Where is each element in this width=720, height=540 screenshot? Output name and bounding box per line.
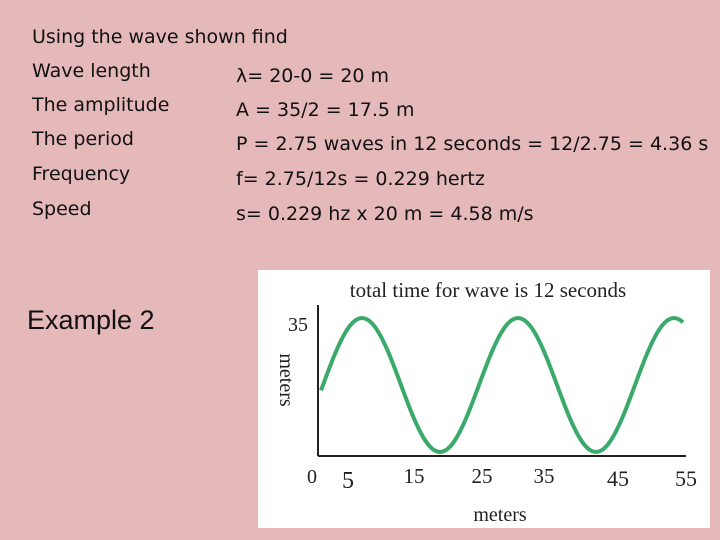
- x-tick-label: 5: [342, 468, 354, 494]
- row-answer: P = 2.75 waves in 12 seconds = 12/2.75 =…: [236, 133, 709, 155]
- row-label: Frequency: [32, 163, 131, 185]
- x-axis-label: meters: [473, 504, 527, 526]
- x-tick-label: 35: [534, 464, 555, 488]
- y-axis-label: meters: [275, 353, 297, 407]
- y-tick-label: 0: [307, 466, 317, 488]
- y-tick-label: 35: [288, 314, 308, 336]
- heading: Using the wave shown find: [32, 26, 288, 48]
- x-tick-label: 15: [404, 464, 425, 488]
- x-tick-label: 45: [607, 466, 629, 491]
- row-label: The period: [32, 128, 134, 150]
- row-label: The amplitude: [32, 94, 170, 116]
- row-answer: f= 2.75/12s = 0.229 hertz: [236, 168, 485, 190]
- x-tick-label: 25: [472, 464, 493, 488]
- row-answer: s= 0.229 hz x 20 m = 4.58 m/s: [236, 203, 534, 225]
- row-label: Speed: [32, 198, 92, 220]
- figure-title: total time for wave is 12 seconds: [350, 278, 626, 302]
- row-label: Wave length: [32, 60, 151, 82]
- figure-background: [258, 270, 710, 528]
- row-answer: λ= 20-0 = 20 m: [236, 65, 390, 87]
- wave: [319, 316, 685, 454]
- row-answer: A = 35/2 = 17.5 m: [236, 99, 415, 121]
- x-tick-label: 55: [675, 466, 697, 491]
- example-label: Example 2: [27, 305, 155, 335]
